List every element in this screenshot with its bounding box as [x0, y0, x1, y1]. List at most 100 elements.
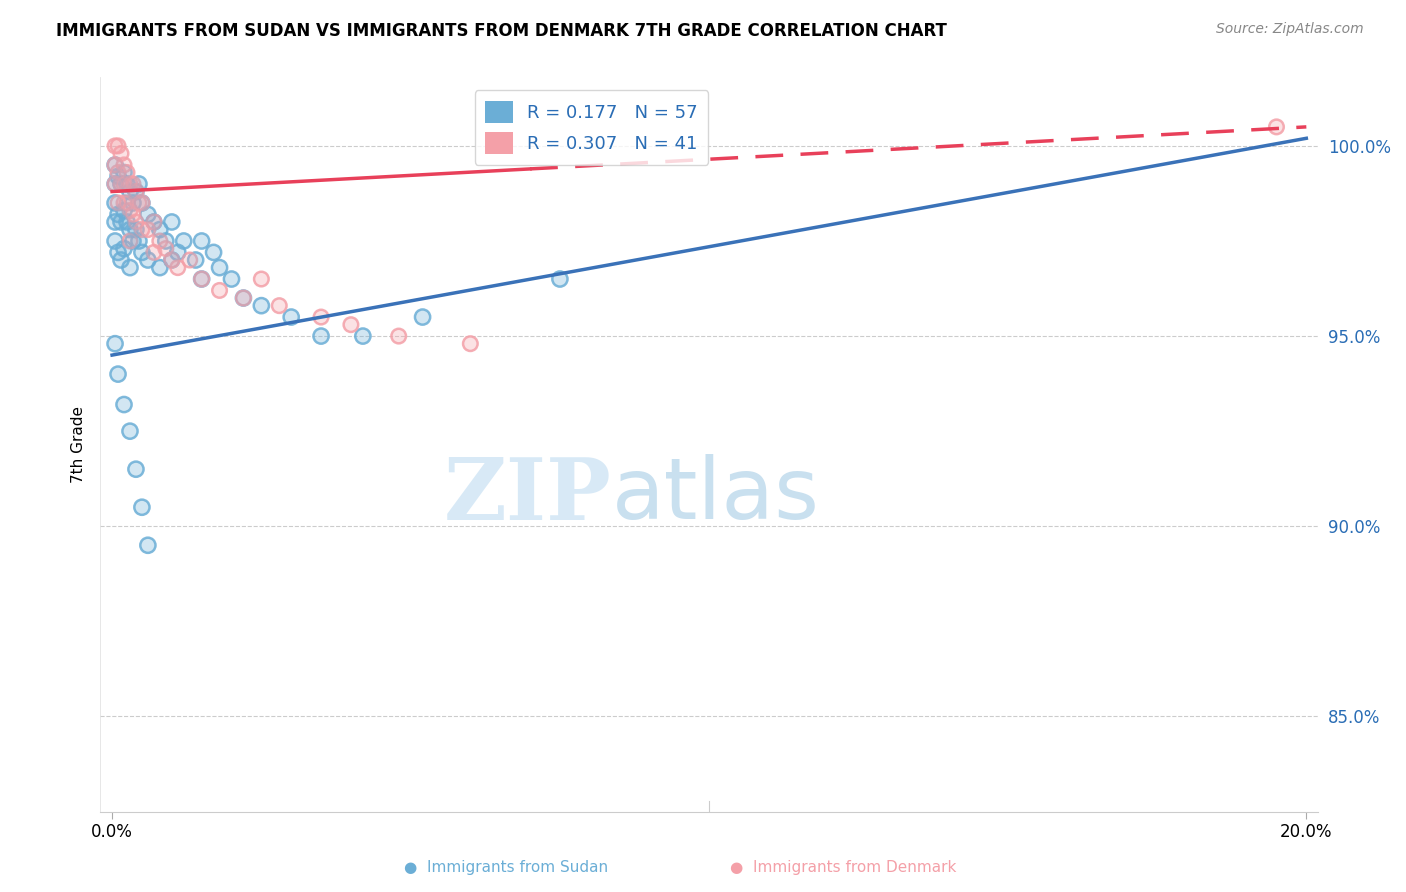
Point — [112, 177, 135, 191]
Point — [269, 299, 291, 313]
Point — [149, 260, 172, 275]
Point — [221, 272, 243, 286]
Point — [136, 538, 159, 552]
Point — [149, 222, 172, 236]
Point — [388, 329, 411, 343]
Point — [232, 291, 254, 305]
Point — [142, 245, 165, 260]
Point — [107, 245, 129, 260]
Point — [104, 158, 127, 172]
Point — [107, 139, 129, 153]
Point — [131, 500, 153, 515]
Point — [131, 245, 153, 260]
Point — [104, 196, 127, 211]
Point — [179, 252, 201, 267]
Point — [1265, 120, 1288, 134]
Point — [412, 310, 434, 324]
Point — [118, 260, 141, 275]
Point — [110, 252, 132, 267]
Point — [160, 215, 183, 229]
Point — [112, 165, 135, 179]
Point — [232, 291, 254, 305]
Point — [136, 252, 159, 267]
Point — [155, 242, 177, 256]
Point — [250, 272, 273, 286]
Point — [173, 234, 195, 248]
Point — [107, 245, 129, 260]
Point — [166, 245, 188, 260]
Point — [104, 336, 127, 351]
Point — [125, 215, 148, 229]
Point — [118, 177, 141, 191]
Point — [280, 310, 302, 324]
Point — [128, 177, 150, 191]
Point — [173, 234, 195, 248]
Point — [208, 260, 231, 275]
Point — [107, 165, 129, 179]
Text: Source: ZipAtlas.com: Source: ZipAtlas.com — [1216, 22, 1364, 37]
Point — [131, 222, 153, 236]
Point — [352, 329, 374, 343]
Point — [110, 252, 132, 267]
Point — [160, 252, 183, 267]
Point — [340, 318, 363, 332]
Point — [104, 158, 127, 172]
Point — [107, 207, 129, 221]
Point — [104, 196, 127, 211]
Point — [122, 196, 145, 211]
Point — [128, 196, 150, 211]
Point — [160, 252, 183, 267]
Point — [131, 245, 153, 260]
Point — [112, 196, 135, 211]
Point — [136, 207, 159, 221]
Point — [149, 260, 172, 275]
Point — [107, 165, 129, 179]
Point — [104, 139, 127, 153]
Point — [388, 329, 411, 343]
Point — [122, 177, 145, 191]
Point — [115, 196, 138, 211]
Point — [104, 215, 127, 229]
Point — [122, 234, 145, 248]
Point — [166, 245, 188, 260]
Point — [104, 234, 127, 248]
Point — [142, 245, 165, 260]
Point — [118, 185, 141, 199]
Point — [122, 234, 145, 248]
Point — [115, 165, 138, 179]
Point — [112, 242, 135, 256]
Point — [118, 234, 141, 248]
Point — [110, 177, 132, 191]
Point — [112, 158, 135, 172]
Point — [250, 299, 273, 313]
Point — [190, 234, 212, 248]
Point — [142, 215, 165, 229]
Point — [142, 215, 165, 229]
Point — [1265, 120, 1288, 134]
Point — [548, 272, 571, 286]
Point — [107, 139, 129, 153]
Point — [149, 222, 172, 236]
Point — [118, 424, 141, 438]
Point — [125, 462, 148, 476]
Point — [190, 272, 212, 286]
Point — [309, 310, 332, 324]
Point — [125, 222, 148, 236]
Point — [104, 139, 127, 153]
Point — [128, 234, 150, 248]
Point — [122, 207, 145, 221]
Point — [190, 272, 212, 286]
Point — [160, 252, 183, 267]
Point — [115, 177, 138, 191]
Point — [118, 203, 141, 218]
Point — [112, 177, 135, 191]
Point — [104, 234, 127, 248]
Point — [115, 177, 138, 191]
Point — [131, 196, 153, 211]
Point — [107, 367, 129, 381]
Point — [118, 222, 141, 236]
Point — [112, 242, 135, 256]
Point — [184, 252, 207, 267]
Text: IMMIGRANTS FROM SUDAN VS IMMIGRANTS FROM DENMARK 7TH GRADE CORRELATION CHART: IMMIGRANTS FROM SUDAN VS IMMIGRANTS FROM… — [56, 22, 948, 40]
Point — [190, 234, 212, 248]
